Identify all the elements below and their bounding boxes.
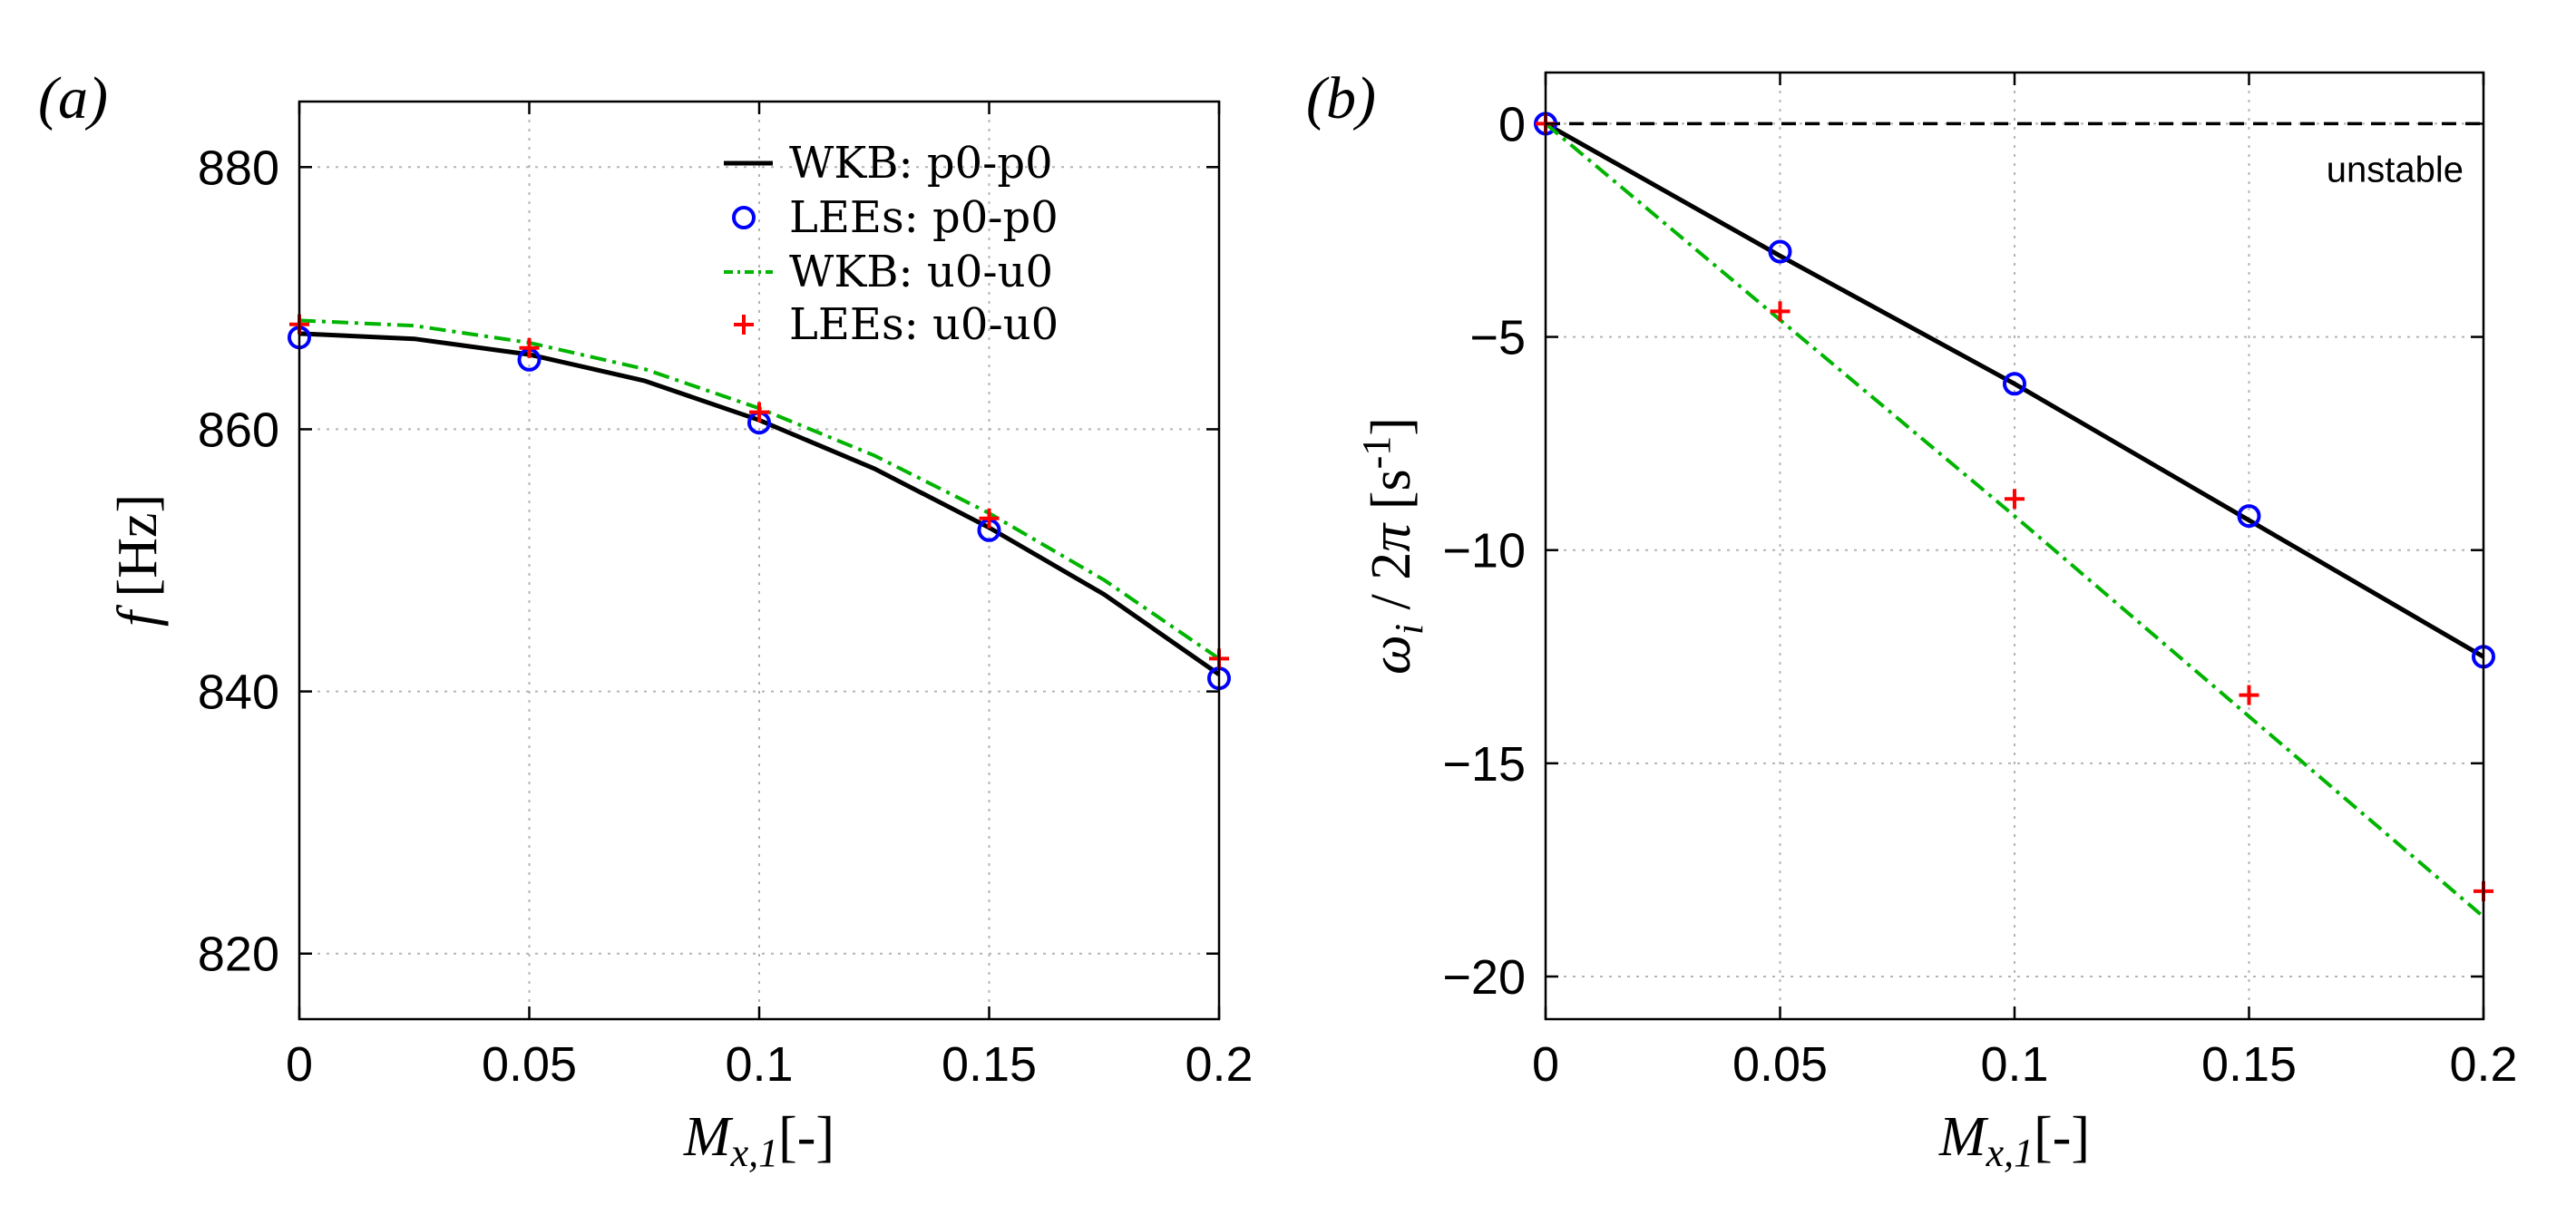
data-point-plus [749,402,769,423]
x-tick-label: 0.2 [1185,1037,1253,1092]
data-point-plus [979,508,1000,529]
series-line-2 [1544,122,2485,919]
x-tick-label: 0 [286,1037,313,1092]
x-tick-label: 0.2 [2449,1037,2517,1092]
legend-entry-label: WKB: p0-p0 [789,138,1053,189]
y-axis-label: ωi / 2π [s-1] [1354,417,1431,675]
data-point-plus [2005,489,2025,510]
y-tick-label: 820 [198,928,279,982]
legend-entry-label: LEEs: u0-u0 [789,299,1059,350]
y-axis-label: f [Hz] [107,494,169,627]
legend-marker-plus [734,315,754,335]
legend-entry-label: WKB: u0-u0 [789,247,1053,297]
y-tick-label: −20 [1442,950,1526,1005]
panel-b: 0 0.05 0.1 0.15 0.2 0 −5 −10 −15 −20 Mx,1[-] ωi / 2… [1306,65,2518,1175]
x-axis-label: Mx,1[-] [683,1106,834,1175]
legend-marker-circle [732,206,756,229]
data-point-circle [2003,372,2026,396]
data-point-plus [519,337,540,358]
x-tick-label: 0.05 [1732,1037,1828,1092]
x-tick-label: 0.1 [1980,1037,2048,1092]
x-axis-label: Mx,1[-] [1938,1106,2090,1175]
x-tick-label: 0.05 [482,1037,577,1092]
data-point-plus [2239,685,2259,705]
panel-a: 0 0.05 0.1 0.15 0.2 820 840 860 880 Mx,1[-] f [Hz]… [38,65,1254,1175]
data-point-plus [1770,301,1791,322]
data-point-circle [2237,504,2261,529]
series-line-2 [298,318,1221,661]
x-tick-label: 0 [1532,1037,1559,1092]
panel-label: (a) [38,65,108,131]
y-tick-label: 0 [1498,97,1526,151]
x-tick-label: 0.15 [2201,1037,2297,1092]
series-line-0 [1544,122,2485,659]
y-tick-label: −15 [1442,737,1526,792]
y-tick-label: 860 [198,403,279,457]
data-point-circle [1768,239,1792,264]
legend-entry-label: LEEs: p0-p0 [789,192,1059,243]
y-tick-label: −10 [1442,524,1526,578]
x-tick-label: 0.1 [725,1037,793,1092]
y-tick-label: 840 [198,666,279,720]
y-tick-label: 880 [198,141,279,195]
x-tick-label: 0.15 [942,1037,1037,1092]
y-tick-label: −5 [1469,311,1526,365]
panel-label: (b) [1306,65,1376,131]
unstable-annotation: unstable [2327,150,2464,190]
